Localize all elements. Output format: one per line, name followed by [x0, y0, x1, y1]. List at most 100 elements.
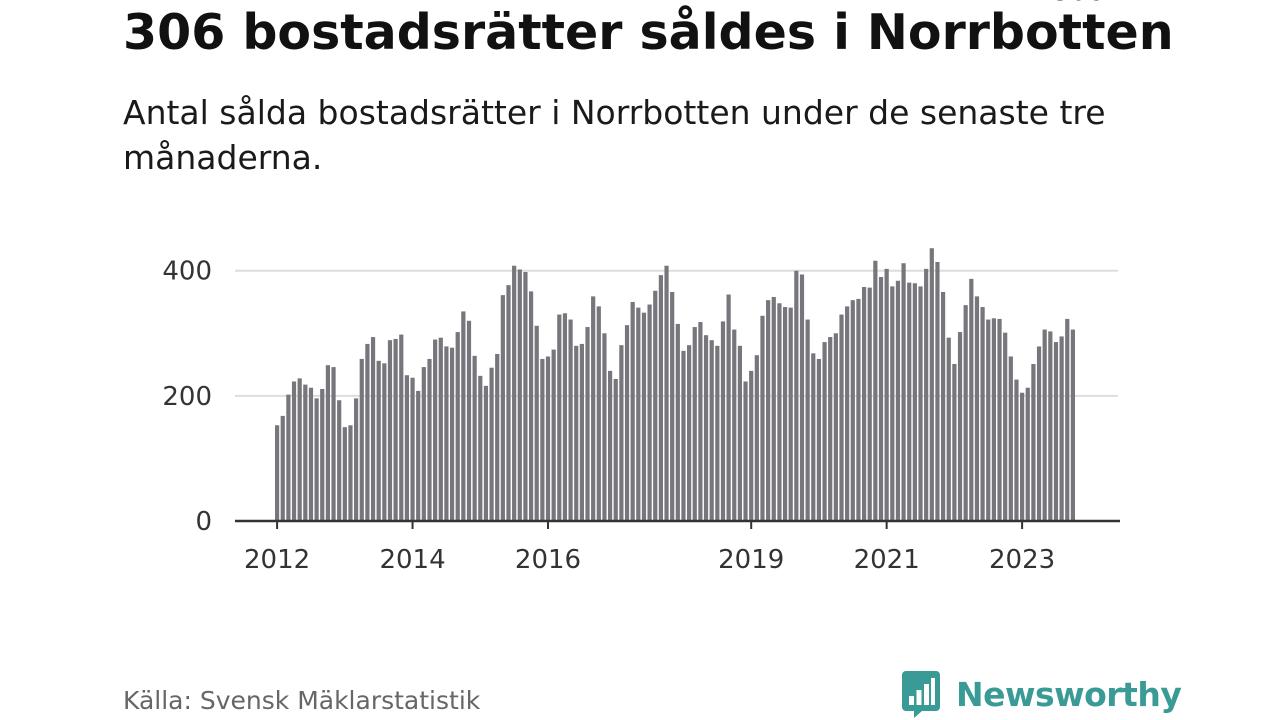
chart-title: 306 bostadsrätter såldes i Norrbotten: [123, 4, 1174, 61]
bar: [907, 282, 912, 521]
x-tick-label-2016: 2016: [515, 545, 581, 575]
bar: [1031, 363, 1036, 521]
bar: [342, 427, 347, 521]
bar: [749, 370, 754, 521]
bar: [1003, 332, 1008, 521]
bar: [354, 398, 359, 521]
bar: [478, 375, 483, 521]
bar: [856, 298, 861, 521]
bar: [703, 335, 709, 521]
bar: [709, 340, 714, 521]
bar: [308, 387, 314, 521]
bar: [687, 345, 692, 521]
bar: [545, 356, 551, 521]
bar: [839, 314, 844, 521]
bar: [771, 297, 776, 521]
bar: [574, 345, 579, 521]
bar: [399, 334, 404, 521]
bar: [732, 329, 737, 521]
bar: [1048, 331, 1053, 521]
bar: [952, 363, 957, 521]
bar: [670, 292, 675, 521]
bar: [449, 347, 455, 521]
bar: [822, 342, 827, 521]
bar: [551, 349, 556, 521]
bar: [495, 353, 500, 521]
bar: [777, 303, 782, 521]
bar: [957, 332, 963, 521]
bar: [387, 340, 393, 521]
newsworthy-logo-icon: [902, 671, 940, 718]
bar: [562, 313, 568, 521]
bar: [1065, 318, 1070, 521]
bar: [280, 415, 285, 521]
bar: [421, 367, 426, 521]
bar: [528, 291, 534, 521]
bar: [986, 319, 991, 521]
source-note: Källa: Svensk Mäklarstatistik: [123, 686, 481, 715]
bar: [991, 318, 996, 521]
bar: [912, 283, 917, 521]
y-tick-label-0: 0: [195, 507, 212, 537]
bar: [1059, 336, 1064, 521]
bar: [833, 333, 838, 521]
bar: [404, 375, 410, 521]
bar: [455, 332, 460, 521]
bar: [303, 384, 308, 521]
bar: [337, 400, 342, 521]
bar: [602, 333, 607, 521]
bar: [867, 287, 872, 521]
bar: [359, 358, 364, 521]
bar: [1025, 387, 1030, 521]
bar: [681, 350, 686, 521]
bar: [382, 363, 387, 521]
bar: [370, 337, 376, 521]
bar: [608, 370, 613, 521]
bar: [1042, 329, 1047, 521]
bar: [489, 367, 494, 521]
bar: [630, 302, 635, 521]
bar: [873, 260, 878, 521]
bar: [653, 290, 658, 521]
bar: [997, 318, 1002, 521]
bar: [861, 287, 867, 521]
bar: [540, 358, 545, 521]
bar: [647, 304, 652, 521]
bar: [720, 321, 726, 521]
bar: [845, 306, 850, 521]
bar: [393, 338, 398, 521]
bar: [376, 360, 381, 521]
bar: [929, 248, 934, 521]
bar: [918, 286, 923, 521]
bar: [974, 296, 980, 521]
bar: [613, 378, 618, 521]
bar: [444, 346, 449, 521]
bar: [788, 307, 793, 521]
bar: [619, 345, 624, 521]
bar: [483, 385, 489, 521]
bar: [568, 319, 573, 521]
bar: [901, 263, 906, 521]
bar: [512, 265, 517, 521]
bar: [472, 355, 477, 521]
brand-name: Newsworthy: [956, 674, 1182, 714]
bar: [438, 337, 443, 521]
bar: [466, 320, 472, 521]
bar: [331, 367, 336, 521]
bar: [924, 268, 929, 521]
bar: [935, 261, 940, 521]
bar: [461, 311, 466, 521]
bar: [1053, 342, 1059, 521]
y-axis-labels: 0 200 400: [162, 257, 212, 537]
bar: [805, 319, 810, 521]
bar: [726, 294, 731, 521]
annotations: 306: [1053, 0, 1105, 7]
bar: [517, 269, 522, 521]
bar: [1070, 329, 1075, 521]
bar: [636, 307, 641, 521]
bar: [1020, 392, 1025, 521]
bar: [760, 315, 765, 521]
bar: [596, 306, 601, 521]
bar: [816, 358, 822, 521]
x-tick-label-2021: 2021: [854, 545, 920, 575]
